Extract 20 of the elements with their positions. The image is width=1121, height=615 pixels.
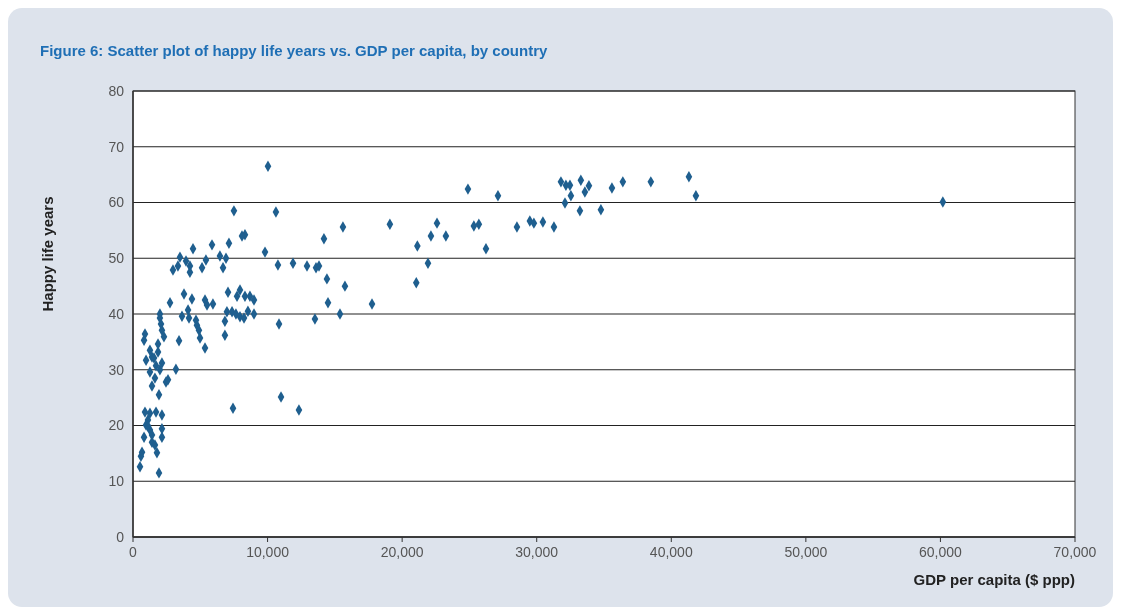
y-tick-label: 40 xyxy=(108,305,125,322)
y-tick-label: 80 xyxy=(108,82,125,99)
y-tick-label: 50 xyxy=(108,250,125,267)
y-tick-label: 10 xyxy=(108,473,125,490)
y-tick-label: 0 xyxy=(116,528,125,545)
x-tick-label: 30,000 xyxy=(515,544,559,560)
x-tick-label: 0 xyxy=(129,544,138,560)
x-tick-label: 20,000 xyxy=(380,544,424,560)
x-axis-title: GDP per capita ($ ppp) xyxy=(913,571,1075,588)
x-tick-label: 60,000 xyxy=(919,544,963,560)
y-tick-label: 70 xyxy=(108,138,125,155)
x-tick-label: 40,000 xyxy=(649,544,693,560)
x-tick-label: 70,000 xyxy=(1053,544,1097,560)
y-tick-label: 60 xyxy=(108,194,125,211)
y-tick-label: 20 xyxy=(108,417,125,434)
chart-title: Figure 6: Scatter plot of happy life years vs. GDP per capita, by country xyxy=(40,42,549,59)
y-tick-label: 30 xyxy=(108,361,125,378)
y-axis-title: Happy life years xyxy=(39,196,56,312)
x-tick-label: 10,000 xyxy=(246,544,290,560)
x-tick-label: 50,000 xyxy=(784,544,828,560)
